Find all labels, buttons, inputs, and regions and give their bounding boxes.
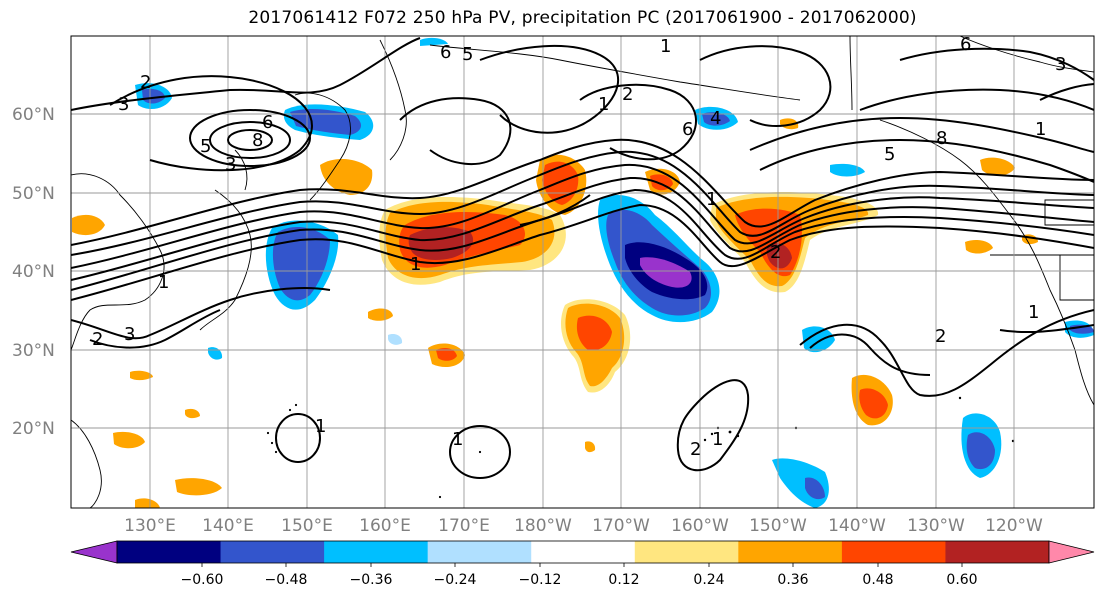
pv-contour-label: 6 bbox=[682, 119, 693, 140]
lat-label: 20°N bbox=[12, 419, 55, 439]
colorbar-tick-label: −0.36 bbox=[350, 572, 393, 588]
positive-anomaly-blob bbox=[175, 478, 222, 496]
colorbar-tick-label: 0.24 bbox=[693, 572, 724, 588]
lon-label: 120°W bbox=[985, 516, 1043, 536]
positive-anomaly-blob bbox=[135, 498, 160, 508]
colorbar-segment bbox=[117, 541, 222, 563]
positive-anomaly-blob bbox=[185, 408, 200, 419]
colorbar-segment bbox=[841, 541, 946, 563]
lon-label: 160°E bbox=[359, 516, 411, 536]
colorbar: −0.60 −0.48 −0.36 −0.24 −0.12 0.12 0.24 … bbox=[70, 540, 1095, 588]
colorbar-tick-label: 0.48 bbox=[862, 572, 893, 588]
pv-contour-label: 6 bbox=[960, 34, 971, 55]
pv-contour-label: 2 bbox=[92, 329, 103, 350]
colorbar-tick-label: −0.60 bbox=[181, 572, 224, 588]
pv-contour-label: 1 bbox=[158, 272, 169, 293]
pv-contour-label: 2 bbox=[140, 72, 151, 93]
pv-contour-label: 6 bbox=[262, 112, 273, 133]
pv-contour-label: 8 bbox=[252, 130, 263, 151]
negative-anomaly-blob bbox=[830, 163, 865, 177]
pv-contour-label: 1 bbox=[452, 429, 463, 450]
colorbar-segment bbox=[427, 541, 532, 563]
lon-label: 160°W bbox=[671, 516, 729, 536]
positive-anomaly-blob bbox=[320, 158, 373, 195]
pv-contour-labels: 2 3 6 8 5 3 6 5 1 2 6 4 1 8 5 6 3 1 1 1 … bbox=[92, 34, 1066, 460]
pv-contour-label: 5 bbox=[884, 144, 895, 165]
colorbar-extend-high bbox=[1048, 540, 1095, 564]
pv-contour-label: 1 bbox=[598, 94, 609, 115]
negative-anomaly-blob bbox=[802, 326, 835, 353]
lon-label: 130°W bbox=[907, 516, 965, 536]
positive-anomaly-blob bbox=[130, 370, 153, 381]
graticule bbox=[71, 36, 1094, 508]
pv-contour-label: 4 bbox=[710, 108, 721, 129]
pv-contour-label: 8 bbox=[936, 128, 947, 149]
map-frame bbox=[70, 35, 1095, 509]
latitude-labels: 60°N 50°N 40°N 30°N 20°N bbox=[12, 105, 55, 439]
negative-anomaly-blob bbox=[388, 333, 403, 345]
map-background bbox=[71, 36, 1094, 508]
lon-label: 140°E bbox=[202, 516, 254, 536]
colorbar-tick-label: 0.60 bbox=[946, 572, 977, 588]
pv-contour-label: 3 bbox=[124, 324, 135, 345]
lon-label: 150°E bbox=[281, 516, 333, 536]
lon-label: 180°W bbox=[514, 516, 572, 536]
lat-label: 30°N bbox=[12, 341, 55, 361]
pv-contour-label: 2 bbox=[935, 326, 946, 347]
pv-contour-label: 1 bbox=[706, 189, 717, 210]
lat-label: 60°N bbox=[12, 105, 55, 125]
colorbar-segment bbox=[738, 541, 843, 563]
positive-anomaly-blob bbox=[965, 240, 993, 254]
colorbar-tick-label: −0.48 bbox=[265, 572, 308, 588]
pv-contour-label: 1 bbox=[315, 416, 326, 437]
pv-contour-label: 6 bbox=[440, 42, 451, 63]
pv-contour-label: 5 bbox=[200, 136, 211, 157]
lon-label: 150°W bbox=[749, 516, 807, 536]
positive-anomaly-blob bbox=[585, 441, 596, 453]
positive-anomaly-blob bbox=[980, 157, 1015, 176]
colorbar-extend-low bbox=[70, 540, 118, 564]
pv-contour-label: 1 bbox=[1028, 302, 1039, 323]
pv-contour-label: 1 bbox=[660, 36, 671, 57]
pv-contour-label: 2 bbox=[690, 439, 701, 460]
pv-contour-label: 1 bbox=[1035, 119, 1046, 140]
pv-contour-label: 2 bbox=[770, 242, 781, 263]
longitude-labels: 130°E 140°E 150°E 160°E 170°E 180°W 170°… bbox=[124, 516, 1043, 536]
map-title: 2017061412 F072 250 hPa PV, precipitatio… bbox=[248, 8, 917, 28]
colorbar-tick-label: 0.12 bbox=[608, 572, 639, 588]
pv-contour-label: 1 bbox=[712, 429, 723, 450]
positive-anomaly-blob bbox=[368, 308, 393, 321]
colorbar-tick-label: −0.12 bbox=[519, 572, 562, 588]
colorbar-segment bbox=[634, 541, 739, 563]
colorbar-segment bbox=[220, 541, 325, 563]
lon-label: 130°E bbox=[124, 516, 176, 536]
negative-anomaly-blob bbox=[420, 37, 448, 46]
lat-label: 50°N bbox=[12, 184, 55, 204]
lon-label: 140°W bbox=[828, 516, 886, 536]
pv-contour-label: 3 bbox=[118, 94, 129, 115]
lat-label: 40°N bbox=[12, 262, 55, 282]
lon-label: 170°W bbox=[592, 516, 650, 536]
pv-contour-label: 5 bbox=[462, 44, 473, 65]
positive-anomaly-jet-region bbox=[379, 197, 566, 285]
pv-contour-label: 3 bbox=[225, 154, 236, 175]
colorbar-tick-label: 0.36 bbox=[777, 572, 808, 588]
positive-anomaly-blob bbox=[72, 214, 105, 236]
pv-contour-label: 1 bbox=[410, 254, 421, 275]
positive-anomaly-blob bbox=[113, 431, 145, 449]
colorbar-segment bbox=[324, 541, 429, 563]
pv-contours bbox=[71, 37, 1094, 479]
pv-contour-label: 3 bbox=[1055, 54, 1066, 75]
colorbar-segment bbox=[531, 541, 636, 563]
colorbar-tick-label: −0.24 bbox=[434, 572, 477, 588]
colorbar-segment bbox=[945, 541, 1050, 563]
pv-contour-label: 2 bbox=[622, 84, 633, 105]
lon-label: 170°E bbox=[438, 516, 490, 536]
